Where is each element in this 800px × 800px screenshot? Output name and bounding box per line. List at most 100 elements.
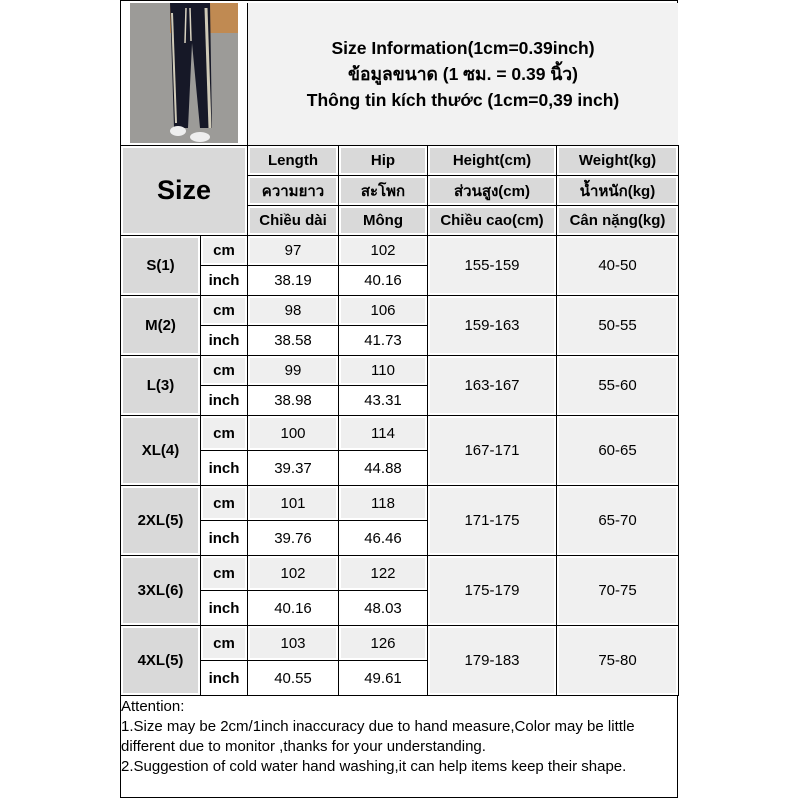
unit-inch: inch — [200, 450, 248, 486]
hip-cm: 114 — [338, 415, 428, 451]
weight-range: 75-80 — [556, 625, 679, 696]
table-row-cm: M(2) cm 98 106 159-163 50-55 — [120, 295, 679, 356]
table-row-cm: 3XL(6) cm 102 122 175-179 70-75 — [120, 555, 679, 626]
title-thai: ข้อมูลขนาด (1 ซม. = 0.39 นิ้ว) — [348, 64, 578, 84]
hip-inch: 48.03 — [338, 590, 428, 626]
col-weight-en: Weight(kg) — [556, 145, 679, 176]
length-cm: 98 — [247, 295, 339, 326]
hip-cm: 122 — [338, 555, 428, 591]
length-cm: 102 — [247, 555, 339, 591]
col-length-th: ความยาว — [247, 175, 339, 206]
size-table: Size Length Hip Height(cm) Weight(kg) คว… — [120, 145, 679, 696]
length-inch: 38.19 — [247, 265, 339, 296]
table-row-cm: 4XL(5) cm 103 126 179-183 75-80 — [120, 625, 679, 696]
unit-inch: inch — [200, 590, 248, 626]
size-label: XL(4) — [120, 415, 201, 486]
size-label: 4XL(5) — [120, 625, 201, 696]
hip-cm: 110 — [338, 355, 428, 386]
table-row-inch: inch 40.16 48.03 — [121, 590, 679, 626]
size-label: M(2) — [120, 295, 201, 356]
weight-range: 65-70 — [556, 485, 679, 556]
length-cm: 100 — [247, 415, 339, 451]
hip-cm: 102 — [338, 235, 428, 266]
hip-cm: 118 — [338, 485, 428, 521]
unit-cm: cm — [200, 415, 248, 451]
attention-note-1: 1.Size may be 2cm/1inch inaccuracy due t… — [121, 718, 635, 755]
height-range: 159-163 — [427, 295, 557, 356]
pants-image — [130, 3, 238, 143]
length-cm: 101 — [247, 485, 339, 521]
weight-range: 55-60 — [556, 355, 679, 416]
hip-inch: 40.16 — [338, 265, 428, 296]
hip-cm: 106 — [338, 295, 428, 326]
col-weight-vi: Cân nặng(kg) — [556, 205, 679, 236]
product-photo — [130, 3, 238, 143]
unit-cm: cm — [200, 235, 248, 266]
col-length-en: Length — [247, 145, 339, 176]
unit-cm: cm — [200, 295, 248, 326]
table-row-inch: inch 38.58 41.73 — [121, 325, 679, 356]
hip-cm: 126 — [338, 625, 428, 661]
table-row-inch: inch 38.19 40.16 — [121, 265, 679, 296]
size-info-title: Size Information(1cm=0.39inch) ข้อมูลขนา… — [247, 3, 678, 145]
hip-inch: 44.88 — [338, 450, 428, 486]
height-range: 179-183 — [427, 625, 557, 696]
size-label: 2XL(5) — [120, 485, 201, 556]
unit-cm: cm — [200, 485, 248, 521]
length-inch: 39.37 — [247, 450, 339, 486]
height-range: 171-175 — [427, 485, 557, 556]
height-range: 167-171 — [427, 415, 557, 486]
attention-note-2: 2.Suggestion of cold water hand washing,… — [121, 758, 627, 775]
table-row-cm: S(1) cm 97 102 155-159 40-50 — [120, 235, 679, 296]
col-length-vi: Chiều dài — [247, 205, 339, 236]
weight-range: 60-65 — [556, 415, 679, 486]
attention-heading: Attention: — [121, 698, 185, 715]
unit-inch: inch — [200, 265, 248, 296]
table-row-cm: XL(4) cm 100 114 167-171 60-65 — [120, 415, 679, 486]
unit-inch: inch — [200, 325, 248, 356]
hip-inch: 49.61 — [338, 660, 428, 696]
title-vietnamese: Thông tin kích thước (1cm=0,39 inch) — [306, 90, 620, 110]
table-row-cm: L(3) cm 99 110 163-167 55-60 — [120, 355, 679, 416]
weight-range: 50-55 — [556, 295, 679, 356]
hip-inch: 41.73 — [338, 325, 428, 356]
col-hip-th: สะโพก — [338, 175, 428, 206]
col-hip-vi: Mông — [338, 205, 428, 236]
table-row-inch: inch 38.98 43.31 — [121, 385, 679, 416]
length-cm: 99 — [247, 355, 339, 386]
length-inch: 40.55 — [247, 660, 339, 696]
unit-cm: cm — [200, 355, 248, 386]
title-english: Size Information(1cm=0.39inch) — [331, 38, 595, 58]
col-height-en: Height(cm) — [427, 145, 557, 176]
hip-inch: 46.46 — [338, 520, 428, 556]
hip-inch: 43.31 — [338, 385, 428, 416]
height-range: 163-167 — [427, 355, 557, 416]
length-cm: 103 — [247, 625, 339, 661]
unit-inch: inch — [200, 660, 248, 696]
unit-cm: cm — [200, 625, 248, 661]
height-range: 175-179 — [427, 555, 557, 626]
table-row-inch: inch 39.76 46.46 — [121, 520, 679, 556]
weight-range: 70-75 — [556, 555, 679, 626]
col-weight-th: น้ำหนัก(kg) — [556, 175, 679, 206]
size-label: S(1) — [120, 235, 201, 296]
height-range: 155-159 — [427, 235, 557, 296]
length-cm: 97 — [247, 235, 339, 266]
unit-inch: inch — [200, 520, 248, 556]
col-height-vi: Chiều cao(cm) — [427, 205, 557, 236]
unit-cm: cm — [200, 555, 248, 591]
size-header: Size — [120, 145, 248, 236]
table-row-inch: inch 40.55 49.61 — [121, 660, 679, 696]
length-inch: 38.98 — [247, 385, 339, 416]
length-inch: 38.58 — [247, 325, 339, 356]
weight-range: 40-50 — [556, 235, 679, 296]
unit-inch: inch — [200, 385, 248, 416]
attention-notes: Attention: 1.Size may be 2cm/1inch inacc… — [121, 697, 677, 777]
size-label: 3XL(6) — [120, 555, 201, 626]
size-label: L(3) — [120, 355, 201, 416]
table-row-cm: 2XL(5) cm 101 118 171-175 65-70 — [120, 485, 679, 556]
col-height-th: ส่วนสูง(cm) — [427, 175, 557, 206]
length-inch: 40.16 — [247, 590, 339, 626]
col-hip-en: Hip — [338, 145, 428, 176]
length-inch: 39.76 — [247, 520, 339, 556]
